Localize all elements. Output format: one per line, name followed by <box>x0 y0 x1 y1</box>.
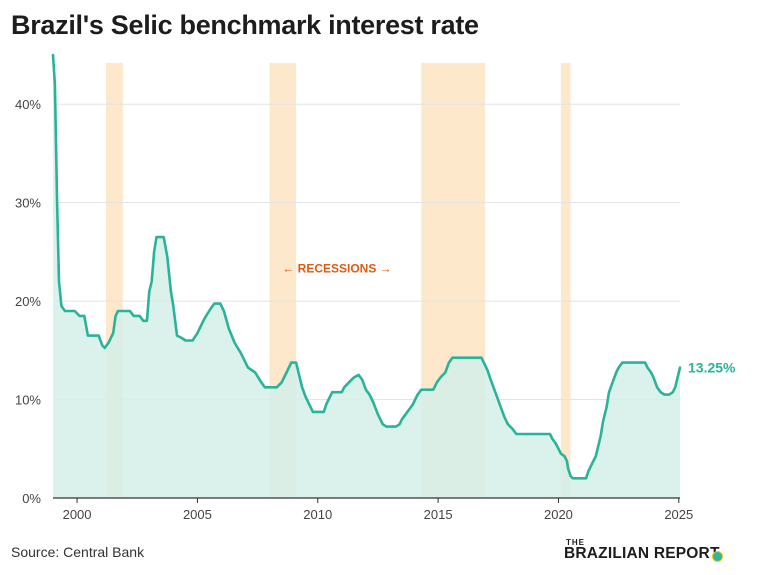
recession-band-4 <box>560 63 571 498</box>
x-tick-label: 2005 <box>183 507 212 522</box>
latest-value-label: 13.25% <box>688 360 736 376</box>
logo-globe-icon <box>712 551 723 562</box>
y-tick-label: 10% <box>15 393 41 408</box>
y-tick-label: 30% <box>15 196 41 211</box>
x-tick-label: 2010 <box>303 507 332 522</box>
x-tick-label: 2015 <box>424 507 453 522</box>
brand-logo[interactable]: THE BRAZILIAN REPORT <box>564 538 754 568</box>
chart-title: Brazil's Selic benchmark interest rate <box>11 10 479 40</box>
rate-area <box>53 55 680 498</box>
y-tick-label: 0% <box>22 491 41 506</box>
series-layer <box>51 53 682 498</box>
axis-layer: 0% 10% 20% 30% 40% 2000 2005 2010 2015 2020 2025 <box>15 97 693 522</box>
x-tick-label: 2025 <box>664 507 693 522</box>
recessions-annotation: ← RECESSIONS → <box>282 262 391 276</box>
logo-the: THE <box>566 538 585 547</box>
rate-line <box>51 53 682 480</box>
x-tick-label: 2000 <box>63 507 92 522</box>
x-tick-label: 2020 <box>544 507 573 522</box>
label-layer: ← RECESSIONS → 13.25% <box>282 262 736 376</box>
y-tick-label: 20% <box>15 294 41 309</box>
y-tick-label: 40% <box>15 97 41 112</box>
logo-name: BRAZILIAN REPORT <box>564 545 720 562</box>
source-note: Source: Central Bank <box>11 544 145 560</box>
